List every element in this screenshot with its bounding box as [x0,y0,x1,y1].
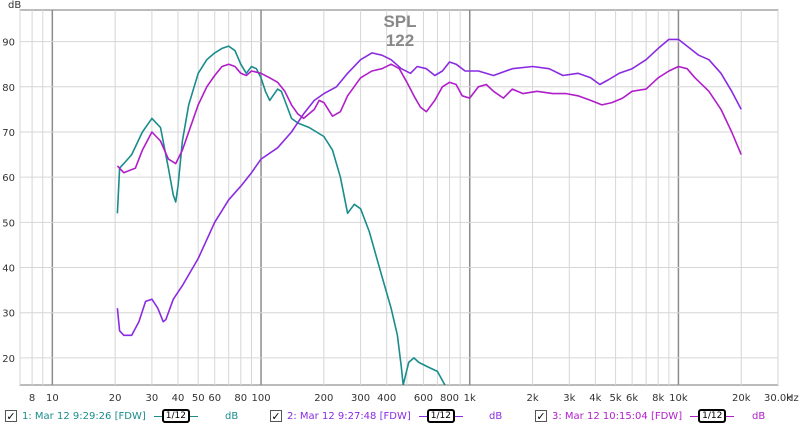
y-axis-label: dB [8,0,21,11]
x-tick-label: 40 [172,393,185,404]
x-tick-label: 8k [652,393,664,404]
x-tick-label: 60 [208,393,221,404]
smoothing-control-2[interactable]: 1/12 [418,409,463,423]
smoothing-control-3[interactable]: 1/12 [690,409,735,423]
legend-label-3: 3: Mar 12 10:15:04 [FDW] [552,410,683,422]
x-tick-label: 20 [109,393,122,404]
x-tick-label: 10 [46,393,59,404]
overlay-title: SPL [383,12,416,31]
legend-label-1: 1: Mar 12 9:29:26 [FDW] [22,410,146,422]
legend-unit-3: dB [752,411,766,422]
plot-area [19,9,779,386]
y-tick-label: 50 [2,218,15,229]
series-line-1 [116,45,446,385]
smoothing-label-2: 1/12 [426,409,455,423]
legend-unit-2: dB [489,411,503,422]
x-tick-label: 300 [351,393,370,404]
legend-unit-1: dB [225,411,239,422]
y-tick-label: 80 [2,83,15,94]
y-tick-label: 90 [2,38,15,49]
y-tick-label: 40 [2,264,15,275]
overlay-value: 122 [386,31,414,50]
smoothing-control-1[interactable]: 1/12 [153,409,198,423]
x-tick-label: 30 [146,393,159,404]
checkbox-3[interactable]: ✓ [535,410,547,423]
x-axis-unit: Hz [786,393,799,404]
legend-label-2: 2: Mar 12 9:27:48 [FDW] [287,410,411,422]
legend-item-3[interactable]: ✓ 3: Mar 12 10:15:04 [FDW] 1/12 [535,407,735,425]
series-line-3 [116,63,742,174]
legend-item-2[interactable]: ✓ 2: Mar 12 9:27:48 [FDW] 1/12 [270,407,463,425]
x-tick-label: 6k [626,393,638,404]
x-tick-label: 10k [669,393,688,404]
checkbox-1[interactable]: ✓ [5,410,17,423]
x-tick-label: 20k [732,393,751,404]
y-tick-label: 70 [2,128,15,139]
smoothing-label-1: 1/12 [161,409,190,423]
series-line-2 [116,38,742,337]
x-tick-label: 5k [610,393,622,404]
x-tick-label: 1k [464,393,476,404]
y-tick-label: 20 [2,354,15,365]
x-tick-label: 100 [251,393,270,404]
x-tick-label: 8 [29,393,35,404]
smoothing-label-3: 1/12 [698,409,727,423]
y-tick-label: 60 [2,173,15,184]
x-tick-label: 200 [314,393,333,404]
y-tick-label: 30 [2,309,15,320]
checkbox-2[interactable]: ✓ [270,410,282,423]
x-tick-label: 400 [377,393,396,404]
x-tick-label: 80 [234,393,247,404]
x-tick-label: 50 [192,393,205,404]
legend: ✓ 1: Mar 12 9:29:26 [FDW] 1/12 dB ✓ 2: M… [0,404,800,428]
x-tick-label: 600 [414,393,433,404]
x-tick-label: 3k [563,393,575,404]
x-tick-label: 30.0k [764,393,792,404]
x-tick-label: 2k [526,393,538,404]
x-tick-label: 4k [589,393,601,404]
legend-item-1[interactable]: ✓ 1: Mar 12 9:29:26 [FDW] 1/12 [5,407,198,425]
x-tick-label: 800 [440,393,459,404]
